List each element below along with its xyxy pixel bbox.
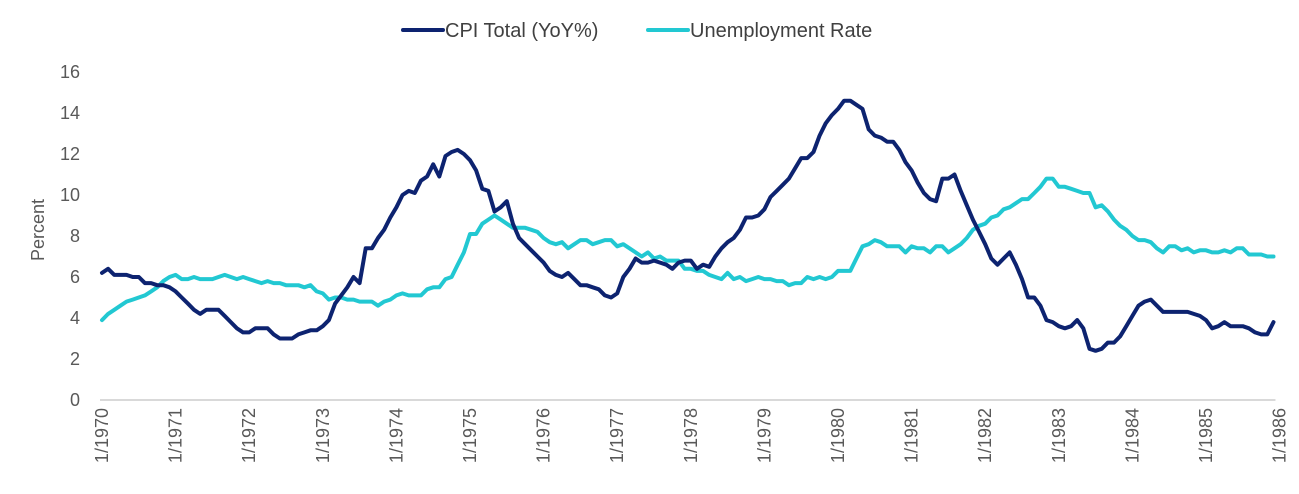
x-tick-label: 1/1977 bbox=[607, 408, 627, 463]
x-tick-label: 1/1978 bbox=[681, 408, 701, 463]
legend-item-unemployment[interactable]: Unemployment Rate bbox=[646, 20, 872, 42]
y-tick-label: 14 bbox=[60, 103, 80, 123]
x-tick-label: 1/1970 bbox=[92, 408, 112, 463]
x-tick-label: 1/1975 bbox=[460, 408, 480, 463]
x-tick-label: 1/1981 bbox=[902, 408, 922, 463]
y-tick-label: 2 bbox=[70, 349, 80, 369]
y-tick-label: 0 bbox=[70, 390, 80, 410]
x-axis-ticks: 1/1970 1/1971 1/1972 1/1973 1/1974 1/1975 1/19… bbox=[92, 408, 1290, 463]
series-line-unemployment bbox=[100, 176, 1276, 323]
y-tick-label: 6 bbox=[70, 267, 80, 287]
y-axis-title: Percent bbox=[28, 199, 48, 261]
series-layer bbox=[100, 98, 1276, 353]
y-axis-ticks: 0 2 4 6 8 10 12 14 16 bbox=[60, 62, 80, 410]
x-tick-label: 1/1973 bbox=[313, 408, 333, 463]
x-tick-label: 1/1976 bbox=[534, 408, 554, 463]
series-line-cpi bbox=[100, 98, 1276, 353]
x-tick-label: 1/1974 bbox=[386, 408, 406, 463]
y-tick-label: 10 bbox=[60, 185, 80, 205]
y-tick-label: 16 bbox=[60, 62, 80, 82]
legend-item-cpi[interactable]: CPI Total (YoY%) bbox=[401, 20, 598, 42]
legend: CPI Total (YoY%) Unemployment Rate bbox=[401, 20, 872, 42]
y-tick-label: 8 bbox=[70, 226, 80, 246]
x-tick-label: 1/1985 bbox=[1196, 408, 1216, 463]
legend-label-unemployment: Unemployment Rate bbox=[690, 20, 872, 42]
x-tick-label: 1/1979 bbox=[754, 408, 774, 463]
x-tick-label: 1/1983 bbox=[1049, 408, 1069, 463]
x-tick-label: 1/1984 bbox=[1122, 408, 1142, 463]
y-tick-label: 4 bbox=[70, 308, 80, 328]
x-tick-label: 1/1986 bbox=[1270, 408, 1290, 463]
x-tick-label: 1/1972 bbox=[239, 408, 259, 463]
x-tick-label: 1/1971 bbox=[166, 408, 186, 463]
legend-label-cpi: CPI Total (YoY%) bbox=[445, 20, 598, 42]
y-tick-label: 12 bbox=[60, 144, 80, 164]
x-tick-label: 1/1980 bbox=[828, 408, 848, 463]
x-tick-label: 1/1982 bbox=[975, 408, 995, 463]
